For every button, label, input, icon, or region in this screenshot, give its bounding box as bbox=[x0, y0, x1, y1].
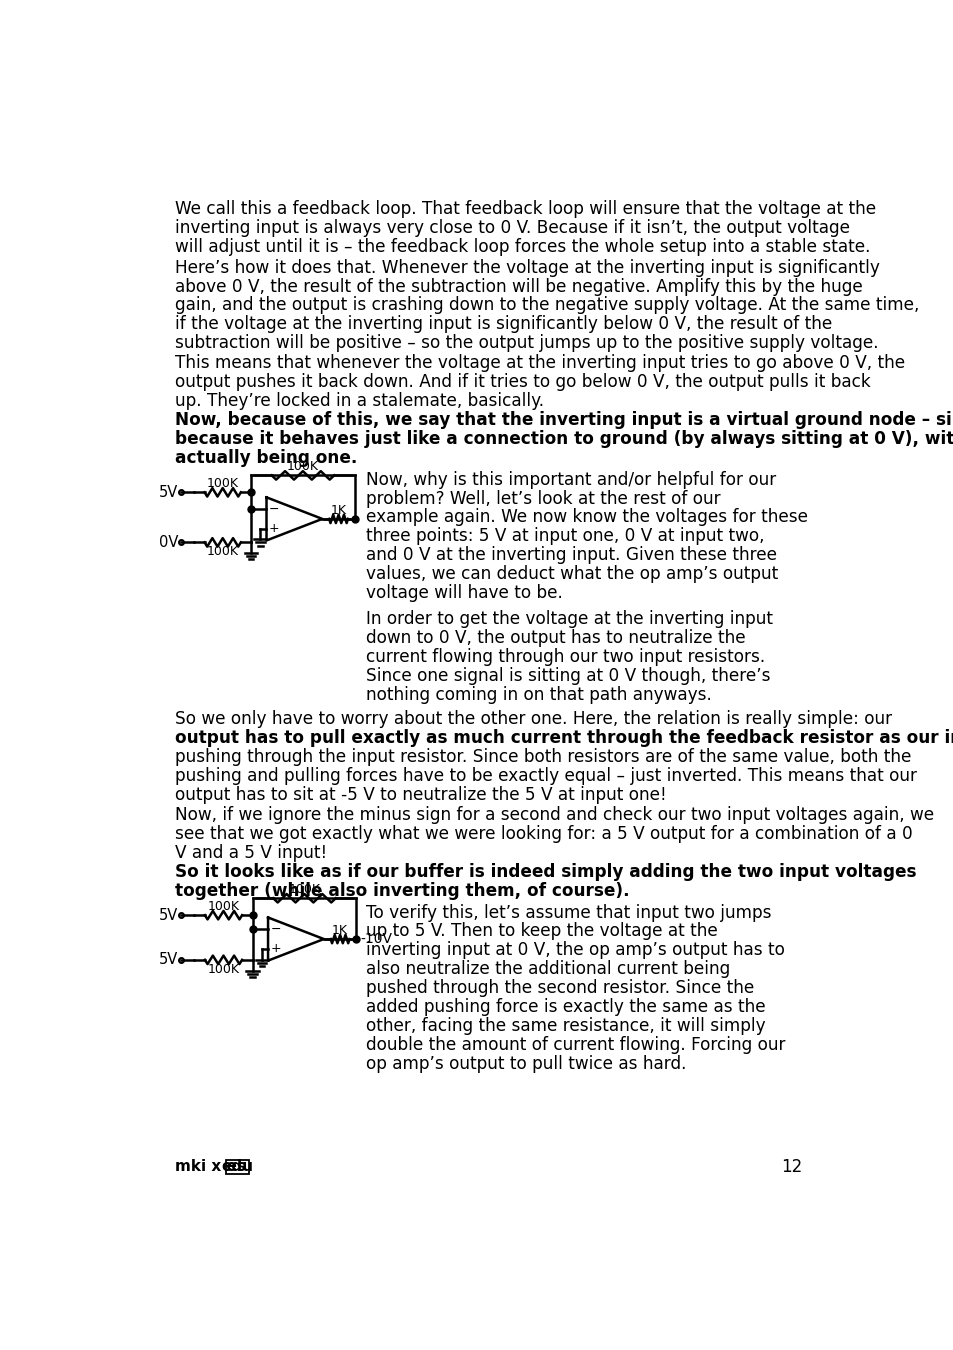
Text: current flowing through our two input resistors.: current flowing through our two input re… bbox=[365, 648, 764, 666]
Text: down to 0 V, the output has to neutralize the: down to 0 V, the output has to neutraliz… bbox=[365, 629, 744, 647]
Text: So we only have to worry about the other one. Here, the relation is really simpl: So we only have to worry about the other… bbox=[174, 710, 891, 729]
Text: if the voltage at the inverting input is significantly below 0 V, the result of : if the voltage at the inverting input is… bbox=[174, 316, 831, 333]
Text: problem? Well, let’s look at the rest of our: problem? Well, let’s look at the rest of… bbox=[365, 490, 720, 508]
Text: Here’s how it does that. Whenever the voltage at the inverting input is signific: Here’s how it does that. Whenever the vo… bbox=[174, 259, 879, 277]
Text: So it looks like as if our buffer is indeed simply adding the two input voltages: So it looks like as if our buffer is ind… bbox=[174, 863, 916, 880]
Text: 100K: 100K bbox=[287, 460, 318, 474]
FancyBboxPatch shape bbox=[226, 1160, 249, 1173]
Text: Since one signal is sitting at 0 V though, there’s: Since one signal is sitting at 0 V thoug… bbox=[365, 667, 769, 684]
Text: 1K: 1K bbox=[331, 504, 346, 517]
Text: To verify this, let’s assume that input two jumps: To verify this, let’s assume that input … bbox=[365, 903, 770, 922]
Text: Now, if we ignore the minus sign for a second and check our two input voltages a: Now, if we ignore the minus sign for a s… bbox=[174, 806, 933, 825]
Text: 1K: 1K bbox=[332, 925, 348, 937]
Text: because it behaves just like a connection to ground (by always sitting at 0 V), : because it behaves just like a connectio… bbox=[174, 429, 953, 448]
Text: mki x es: mki x es bbox=[174, 1160, 246, 1174]
Text: pushing through the input resistor. Since both resistors are of the same value, : pushing through the input resistor. Sinc… bbox=[174, 748, 910, 765]
Text: up to 5 V. Then to keep the voltage at the: up to 5 V. Then to keep the voltage at t… bbox=[365, 922, 717, 941]
Text: output has to pull exactly as much current through the feedback resistor as our : output has to pull exactly as much curre… bbox=[174, 729, 953, 747]
Text: In order to get the voltage at the inverting input: In order to get the voltage at the inver… bbox=[365, 610, 772, 628]
Text: 5V: 5V bbox=[159, 907, 178, 922]
Text: also neutralize the additional current being: also neutralize the additional current b… bbox=[365, 960, 729, 979]
Text: 100K: 100K bbox=[207, 545, 238, 558]
Text: inverting input is always very close to 0 V. Because if it isn’t, the output vol: inverting input is always very close to … bbox=[174, 219, 849, 238]
Text: nothing coming in on that path anyways.: nothing coming in on that path anyways. bbox=[365, 686, 711, 703]
Text: 0V: 0V bbox=[158, 535, 178, 549]
Text: inverting input at 0 V, the op amp’s output has to: inverting input at 0 V, the op amp’s out… bbox=[365, 941, 783, 960]
Text: and 0 V at the inverting input. Given these three: and 0 V at the inverting input. Given th… bbox=[365, 547, 776, 564]
Text: pushed through the second resistor. Since the: pushed through the second resistor. Sinc… bbox=[365, 979, 753, 998]
Text: 100K: 100K bbox=[207, 900, 239, 913]
Text: −: − bbox=[269, 502, 279, 516]
Text: together (while also inverting them, of course).: together (while also inverting them, of … bbox=[174, 882, 629, 899]
Text: double the amount of current flowing. Forcing our: double the amount of current flowing. Fo… bbox=[365, 1035, 784, 1054]
Text: 5V: 5V bbox=[159, 952, 178, 968]
Text: up. They’re locked in a stalemate, basically.: up. They’re locked in a stalemate, basic… bbox=[174, 393, 543, 410]
Text: three points: 5 V at input one, 0 V at input two,: three points: 5 V at input one, 0 V at i… bbox=[365, 528, 763, 545]
Text: other, facing the same resistance, it will simply: other, facing the same resistance, it wi… bbox=[365, 1017, 764, 1035]
Text: -10V: -10V bbox=[360, 931, 392, 946]
Text: values, we can deduct what the op amp’s output: values, we can deduct what the op amp’s … bbox=[365, 566, 777, 583]
Text: actually being one.: actually being one. bbox=[174, 448, 357, 467]
Text: 100K: 100K bbox=[207, 478, 238, 490]
Text: output has to sit at -5 V to neutralize the 5 V at input one!: output has to sit at -5 V to neutralize … bbox=[174, 786, 666, 803]
Text: 5V: 5V bbox=[159, 485, 178, 500]
Text: example again. We now know the voltages for these: example again. We now know the voltages … bbox=[365, 509, 807, 526]
Text: 100K: 100K bbox=[288, 883, 320, 896]
Text: 100K: 100K bbox=[207, 963, 239, 976]
Text: Now, why is this important and/or helpful for our: Now, why is this important and/or helpfu… bbox=[365, 471, 775, 489]
Text: subtraction will be positive – so the output jumps up to the positive supply vol: subtraction will be positive – so the ou… bbox=[174, 333, 878, 352]
Text: output pushes it back down. And if it tries to go below 0 V, the output pulls it: output pushes it back down. And if it tr… bbox=[174, 374, 870, 392]
Text: +: + bbox=[271, 942, 281, 956]
Text: +: + bbox=[269, 522, 279, 535]
Text: 12: 12 bbox=[781, 1158, 802, 1176]
Text: This means that whenever the voltage at the inverting input tries to go above 0 : This means that whenever the voltage at … bbox=[174, 355, 904, 373]
Text: op amp’s output to pull twice as hard.: op amp’s output to pull twice as hard. bbox=[365, 1054, 685, 1072]
Text: V and a 5 V input!: V and a 5 V input! bbox=[174, 844, 327, 861]
Text: above 0 V, the result of the subtraction will be negative. Amplify this by the h: above 0 V, the result of the subtraction… bbox=[174, 278, 862, 296]
Text: will adjust until it is – the feedback loop forces the whole setup into a stable: will adjust until it is – the feedback l… bbox=[174, 238, 870, 256]
Text: We call this a feedback loop. That feedback loop will ensure that the voltage at: We call this a feedback loop. That feedb… bbox=[174, 201, 875, 219]
Text: Now, because of this, we say that the inverting input is a virtual ground node –: Now, because of this, we say that the in… bbox=[174, 412, 953, 429]
Text: gain, and the output is crashing down to the negative supply voltage. At the sam: gain, and the output is crashing down to… bbox=[174, 297, 919, 315]
Text: see that we got exactly what we were looking for: a 5 V output for a combination: see that we got exactly what we were loo… bbox=[174, 825, 912, 844]
Text: pushing and pulling forces have to be exactly equal – just inverted. This means : pushing and pulling forces have to be ex… bbox=[174, 767, 916, 784]
Text: −: − bbox=[271, 923, 281, 936]
Text: voltage will have to be.: voltage will have to be. bbox=[365, 585, 562, 602]
Text: added pushing force is exactly the same as the: added pushing force is exactly the same … bbox=[365, 998, 764, 1017]
Text: edu: edu bbox=[221, 1160, 253, 1174]
